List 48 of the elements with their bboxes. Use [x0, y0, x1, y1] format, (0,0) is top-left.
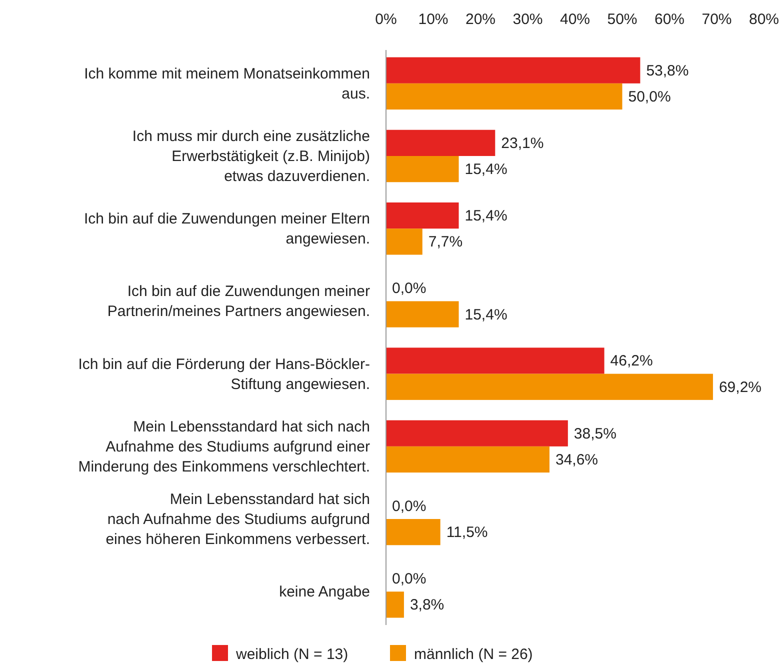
data-label: 46,2% [610, 352, 653, 370]
y-tick-label: Ich komme mit meinem Monatseinkommen aus. [84, 65, 370, 102]
data-label: 15,4% [464, 161, 508, 178]
y-tick-label: keine Angabe [279, 584, 370, 601]
x-tick-label: 80% [748, 11, 780, 28]
data-label: 15,4% [464, 208, 508, 225]
bar [386, 130, 496, 156]
data-label: 38,5% [574, 425, 616, 442]
y-tick-label: Mein Lebensstandard hat sich nach Aufnahme des Studiums aufgrund eines höheren Einkommens verbessert. [106, 491, 370, 548]
y-tick-label: Ich bin auf die Förderung der Hans-Böckler- Stiftung angewiesen. [78, 356, 370, 393]
x-tick-label: 50% [607, 11, 638, 28]
x-tick-label: 20% [465, 11, 496, 28]
bar [386, 446, 550, 473]
data-label: 0,0% [392, 570, 426, 588]
data-label: 7,7% [428, 234, 463, 251]
y-tick-label: Ich bin auf die Zuwendungen meiner Eltern angewiesen. [84, 210, 370, 248]
data-label: 23,1% [501, 134, 544, 152]
bar [386, 57, 640, 84]
x-tick-label: 40% [560, 11, 590, 28]
bar [386, 228, 422, 255]
data-label: 50,0% [628, 88, 671, 106]
bar [386, 519, 440, 546]
legend-label: männlich (N = 26) [414, 646, 533, 663]
x-tick-label: 60% [654, 11, 685, 28]
bar [386, 202, 459, 229]
x-tick-label: 0% [375, 11, 397, 28]
data-label: 69,2% [718, 378, 762, 396]
data-label: 15,4% [464, 306, 508, 324]
data-label: 3,8% [410, 596, 444, 614]
y-tick-label: Ich bin auf die Zuwendungen meiner Partnerin/meines Partners angewiesen. [107, 283, 370, 320]
bar [386, 301, 459, 328]
bar [386, 156, 459, 182]
data-label: 34,6% [555, 451, 598, 468]
x-tick-label: 70% [702, 11, 732, 28]
data-label: 0,0% [392, 280, 426, 298]
x-tick-label: 30% [512, 11, 543, 28]
bar [386, 420, 568, 446]
x-tick-label: 10% [418, 11, 448, 28]
data-label: 11,5% [446, 524, 488, 542]
data-label: 53,8% [646, 62, 689, 80]
data-label: 0,0% [392, 498, 426, 515]
bar [386, 348, 604, 374]
y-tick-label: Mein Lebensstandard hat sich nach Aufnahme des Studiums aufgrund einer Minderung des Einkommens verschlechtert. [78, 418, 370, 476]
bar [386, 592, 404, 618]
legend-label: weiblich (N = 13) [235, 646, 348, 663]
y-tick-label: Ich muss mir durch eine zusätzliche Erwerbstätigkeit (z.B. Minijob) etwas dazuverdienen. [132, 128, 370, 185]
bar [386, 374, 713, 400]
bar [386, 83, 622, 110]
